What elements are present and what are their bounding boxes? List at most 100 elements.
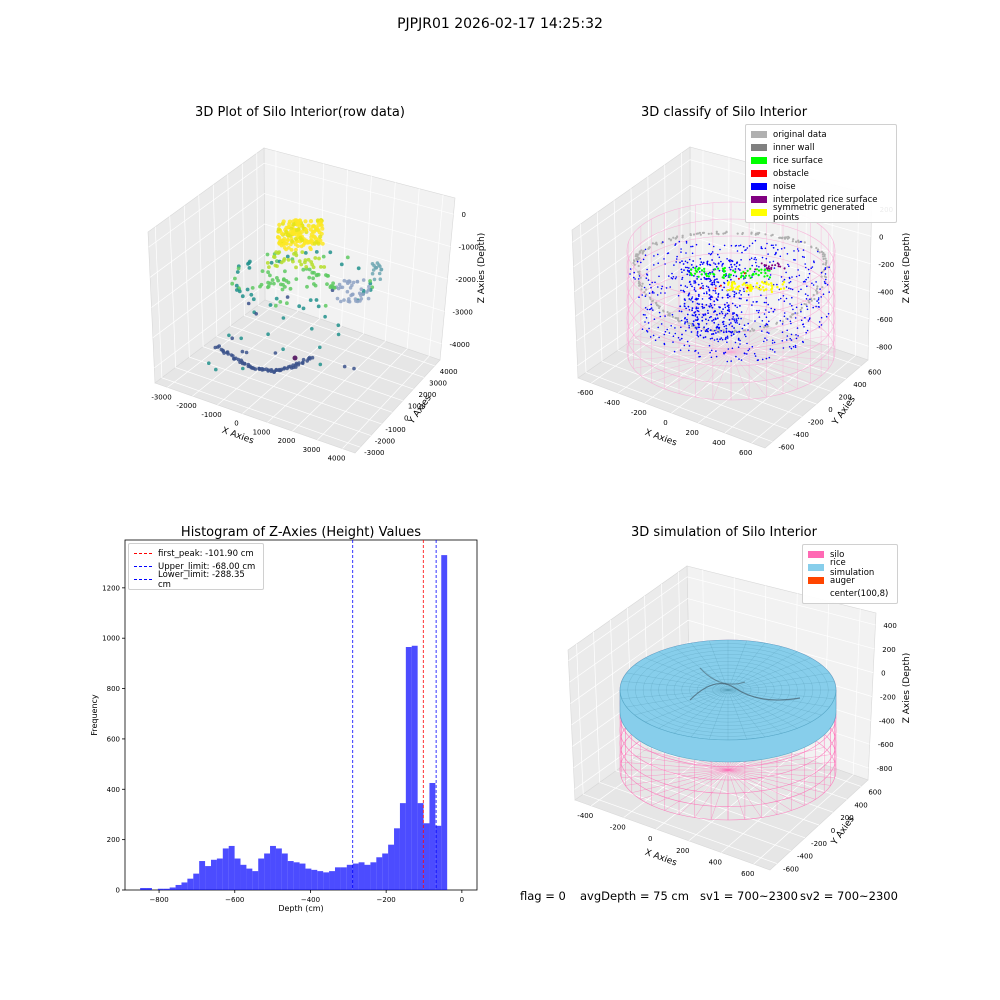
classify-point: [761, 358, 764, 361]
simulation-3d-y-grid-line: [627, 607, 820, 826]
raw-data-point: [313, 256, 318, 260]
raw-data-point: [293, 218, 298, 223]
raw-data-point: [266, 270, 270, 275]
classify-point: [786, 318, 789, 320]
raw-3d-title: 3D Plot of Silo Interior(row data): [195, 105, 405, 120]
classify-point: [669, 238, 673, 241]
simulation-silo-base-spoke: [727, 769, 778, 815]
classify-point: [738, 264, 741, 266]
classify-point: [722, 329, 725, 332]
classify-point: [727, 281, 730, 285]
simulation-3d-z-tick-label: -400: [879, 717, 895, 725]
classify-point: [674, 277, 677, 280]
classify-point: [789, 280, 792, 283]
classify-point: [794, 259, 796, 261]
classify-point: [717, 267, 720, 270]
classify-point: [797, 290, 800, 293]
simulation-3d-x-tick-label: -400: [577, 812, 593, 820]
classify-point: [818, 306, 820, 308]
classify-point: [681, 271, 683, 274]
histogram-y-tick-label: 200: [107, 836, 120, 844]
classify-point: [717, 331, 719, 333]
classify-point: [728, 295, 731, 298]
classify-point: [710, 283, 713, 286]
classify-point: [788, 277, 791, 280]
classify-point: [680, 284, 682, 287]
classify-point: [670, 277, 673, 279]
raw-3d-panes: [147, 147, 456, 454]
classify-point: [744, 267, 746, 270]
classify-point: [828, 291, 830, 293]
classify-point: [687, 293, 690, 296]
classify-point: [800, 288, 802, 291]
raw-3d-y-tick-label: -3000: [364, 449, 384, 457]
classify-point: [718, 327, 720, 330]
classify-point: [708, 344, 711, 347]
classify-point: [694, 313, 697, 316]
raw-data-point: [321, 254, 326, 259]
raw-data-point: [323, 314, 327, 319]
classify-point: [737, 277, 740, 280]
classify-point: [765, 316, 768, 319]
classify-point: [697, 335, 700, 338]
raw-data-point: [301, 267, 306, 272]
classify-point: [649, 336, 652, 338]
classify-point: [700, 278, 702, 281]
classify-point: [711, 259, 713, 261]
classify-point: [822, 293, 825, 296]
classify-point: [703, 276, 706, 279]
histogram-title: Histogram of Z-Axies (Height) Values: [181, 525, 421, 540]
simulation-3d-x-tick-label: 200: [676, 847, 689, 855]
classify-point: [767, 283, 770, 286]
classify-point: [779, 265, 782, 268]
classify-point: [766, 331, 768, 334]
classify-point: [805, 278, 807, 281]
classify-point: [794, 312, 796, 314]
classify-point: [715, 292, 717, 294]
classify-point: [746, 247, 749, 249]
classify-point: [650, 286, 652, 289]
classify-point: [706, 330, 708, 332]
classify-point: [701, 231, 705, 234]
classify-point: [731, 331, 733, 334]
rice-surface-mesh-spoke: [658, 689, 729, 729]
classify-point: [807, 320, 810, 322]
classify-3d-y-grid-line: [681, 152, 861, 367]
classify-point: [736, 306, 738, 309]
classify-point: [715, 265, 718, 268]
rice-surface-mesh-spoke: [709, 640, 729, 691]
classify-point: [764, 337, 766, 340]
classify-point: [748, 274, 751, 277]
classify-point: [816, 300, 818, 302]
classify-point: [705, 272, 708, 275]
classify-point: [702, 285, 704, 287]
classify-point: [674, 244, 676, 246]
classify-point: [803, 241, 806, 244]
classify-point: [653, 255, 655, 257]
classify-point: [779, 319, 782, 322]
classify-point: [774, 264, 777, 267]
classify-point: [703, 267, 706, 270]
classify-point: [755, 282, 759, 285]
raw-data-point: [311, 276, 315, 281]
classify-point: [815, 305, 817, 308]
classify-point: [709, 298, 712, 301]
histogram-y-tick-label: 1200: [102, 584, 120, 592]
raw-data-point: [309, 260, 314, 264]
classify-legend: original data inner wall rice surface obsta…: [745, 124, 897, 223]
classify-point: [678, 310, 681, 312]
classify-point: [754, 232, 758, 235]
classify-point: [731, 286, 735, 289]
classify-point: [700, 330, 703, 332]
raw-data-point: [297, 218, 303, 223]
raw-data-point: [286, 246, 291, 250]
raw-data-point: [320, 226, 325, 231]
classify-point: [782, 295, 785, 297]
classify-3d-y-tick-label: 0: [828, 406, 832, 414]
raw-3d-z-tick-label: -1000: [459, 244, 479, 252]
legend-swatch: [808, 564, 824, 571]
raw-data-point: [342, 364, 347, 369]
classify-point: [713, 321, 716, 324]
classify-point: [758, 231, 761, 234]
classify-point: [726, 335, 729, 338]
